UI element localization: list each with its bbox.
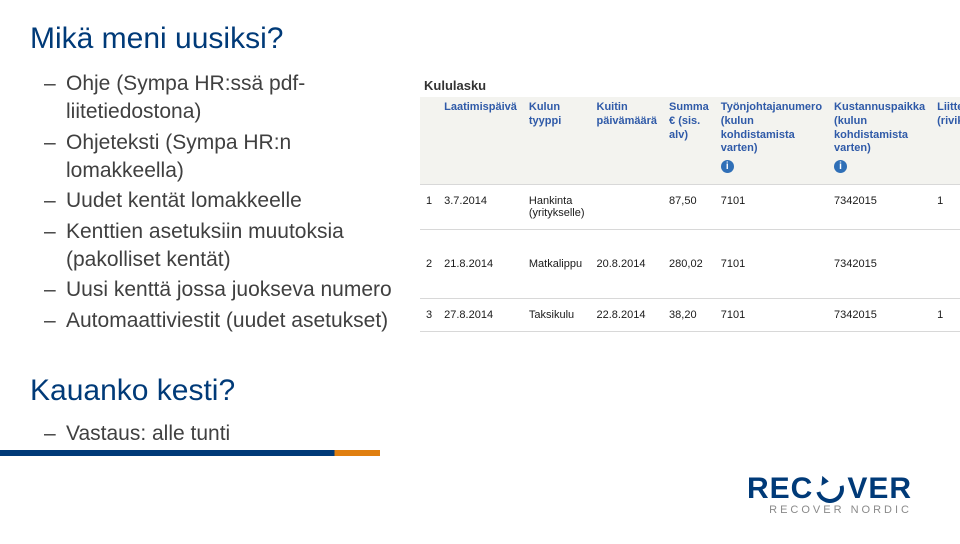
list-item: Ohjeteksti (Sympa HR:n lomakkeella) xyxy=(52,129,402,186)
info-icon: i xyxy=(834,160,847,173)
list-item: Uusi kenttä jossa juokseva numero xyxy=(52,276,402,304)
bullet-list: Ohje (Sympa HR:ssä pdf-liitetiedostona) … xyxy=(30,70,402,450)
table-header-row: Laatimispäivä Kulun tyyppi Kuitin päiväm… xyxy=(420,97,960,184)
col-header: Kuitin päivämäärä xyxy=(591,97,664,184)
expense-table-wrap: Kululasku Laatimispäivä Kulun tyyppi Kui… xyxy=(420,78,930,450)
list-item: Ohje (Sympa HR:ssä pdf-liitetiedostona) xyxy=(52,70,402,127)
col-header: Summa € (sis. alv) xyxy=(663,97,715,184)
col-header: Kustannuspaikka (kulun kohdistamista var… xyxy=(828,97,931,184)
info-icon: i xyxy=(721,160,734,173)
table-title: Kululasku xyxy=(420,78,930,93)
accent-bar xyxy=(0,450,380,456)
col-header: Kulun tyyppi xyxy=(523,97,591,184)
logo-text-post: VER xyxy=(847,472,912,506)
logo-subtext: RECOVER NORDIC xyxy=(747,504,912,516)
col-header: Työnjohtajanumero (kulun kohdistamista v… xyxy=(715,97,828,184)
table-row: 1 3.7.2014 Hankinta (yritykselle) 87,50 … xyxy=(420,184,960,229)
list-item: Uudet kentät lomakkeelle xyxy=(52,187,402,215)
list-item: Vastaus: alle tunti xyxy=(52,420,402,448)
subheading: Kauanko kesti? xyxy=(30,371,402,412)
table-row: 2 21.8.2014 Matkalippu 20.8.2014 280,02 … xyxy=(420,229,960,298)
col-header: Laatimispäivä xyxy=(438,97,523,184)
list-item: Automaattiviestit (uudet asetukset) xyxy=(52,307,402,335)
list-item: Kenttien asetuksiin muutoksia (pakollise… xyxy=(52,218,402,275)
logo-text-pre: REC xyxy=(747,472,813,506)
table-row: 3 27.8.2014 Taksikulu 22.8.2014 38,20 71… xyxy=(420,298,960,331)
brand-logo: REC VER RECOVER NORDIC xyxy=(747,472,912,516)
logo-arc-icon xyxy=(811,470,849,508)
page-title: Mikä meni uusiksi? xyxy=(30,22,930,56)
col-header: Liitteiden lkm (rivikohtaisesti) xyxy=(931,97,960,184)
expense-table: Laatimispäivä Kulun tyyppi Kuitin päiväm… xyxy=(420,97,960,332)
